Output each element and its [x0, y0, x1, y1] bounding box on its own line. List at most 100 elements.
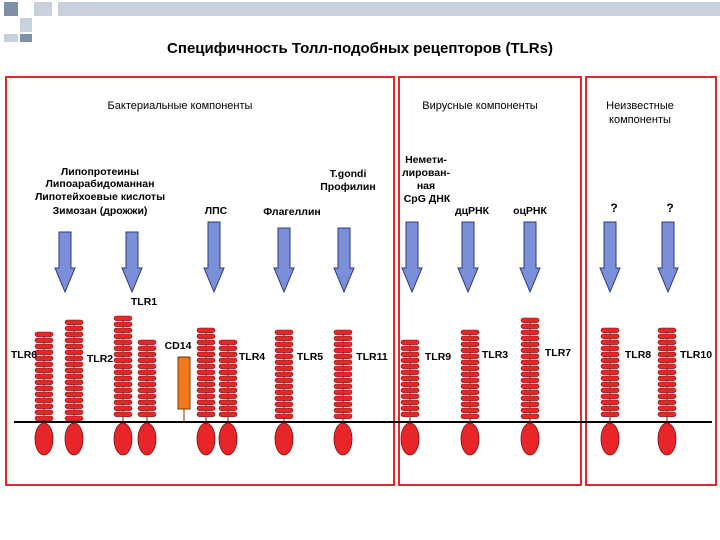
ligand-ssrna: оцРНК: [513, 205, 547, 217]
receptor-repeat: [137, 411, 157, 417]
receptor-repeat: [218, 393, 238, 399]
receptor-tir-domain: [520, 422, 540, 456]
receptor-repeat: [34, 409, 54, 415]
receptor-repeat: [218, 363, 238, 369]
receptor-repeat: [600, 375, 620, 381]
receptor-repeat: [274, 347, 294, 353]
receptor-repeat: [333, 395, 353, 401]
receptor-repeat: [333, 359, 353, 365]
receptor-repeat: [460, 377, 480, 383]
receptor-repeat: [274, 401, 294, 407]
receptor-repeat: [520, 407, 540, 413]
receptor-repeat: [460, 389, 480, 395]
receptor-label-tlr2: TLR2: [86, 353, 114, 365]
receptor-repeat: [64, 343, 84, 349]
receptor-repeat: [400, 381, 420, 387]
receptor-repeat: [218, 351, 238, 357]
receptor-repeat: [460, 413, 480, 419]
receptor-label-tlr5: TLR5: [296, 351, 324, 363]
receptor-repeat: [113, 327, 133, 333]
receptor-repeat: [113, 375, 133, 381]
ligand-cpg-line1: Немети-: [405, 154, 447, 166]
receptor-tir-domain: [137, 422, 157, 456]
receptor-tir-domain: [274, 422, 294, 456]
ligand-lipoproteins: Липопротеины: [60, 166, 140, 178]
receptor-repeat: [520, 377, 540, 383]
receptor-repeat: [113, 357, 133, 363]
receptor-repeat: [460, 383, 480, 389]
receptor-repeat: [520, 341, 540, 347]
bacterial-panel: [5, 76, 395, 486]
ligand-arrow: [519, 221, 541, 294]
ligand-arrow: [457, 221, 479, 294]
receptor-repeat: [333, 347, 353, 353]
receptor-repeat: [333, 365, 353, 371]
receptor-tir-domain: [64, 422, 84, 456]
receptor-repeat: [34, 385, 54, 391]
receptor-repeat: [218, 357, 238, 363]
receptor-repeat: [460, 359, 480, 365]
receptor-repeat: [274, 395, 294, 401]
receptor-repeat: [333, 353, 353, 359]
receptor-repeat: [34, 397, 54, 403]
receptor-repeat: [400, 375, 420, 381]
receptor-repeat: [34, 337, 54, 343]
receptor-repeat: [657, 375, 677, 381]
unknown-panel: [585, 76, 717, 486]
receptor-repeat: [400, 351, 420, 357]
decor-square: [4, 2, 18, 16]
receptor-repeat: [333, 329, 353, 335]
receptor-repeat: [333, 389, 353, 395]
receptor-repeat: [600, 381, 620, 387]
decor-square: [20, 18, 32, 32]
receptor-repeat: [333, 407, 353, 413]
receptor-label-tlr1: TLR1: [130, 296, 158, 308]
receptor-repeat: [400, 357, 420, 363]
ligand-arrow: [657, 221, 679, 294]
receptor-repeat: [196, 327, 216, 333]
receptor-repeat: [274, 389, 294, 395]
receptor-repeat: [113, 405, 133, 411]
receptor-repeat: [600, 411, 620, 417]
ligand-lps: ЛПС: [204, 205, 228, 217]
receptor-repeat: [137, 399, 157, 405]
receptor-repeat: [196, 393, 216, 399]
receptor-repeat: [196, 333, 216, 339]
receptor-repeat: [520, 371, 540, 377]
receptor-repeat: [274, 407, 294, 413]
receptor-repeat: [657, 345, 677, 351]
receptor-repeat: [137, 345, 157, 351]
receptor-label-tlr9: TLR9: [424, 351, 452, 363]
cd14-marker: [177, 356, 191, 410]
ligand-cpg-line4: CpG ДНК: [403, 193, 451, 205]
receptor-repeat: [113, 381, 133, 387]
receptor-repeat: [64, 355, 84, 361]
receptor-repeat: [196, 387, 216, 393]
receptor-repeat: [34, 373, 54, 379]
receptor-repeat: [113, 339, 133, 345]
receptor-repeat: [64, 385, 84, 391]
receptor-repeat: [657, 333, 677, 339]
receptor-repeat: [34, 403, 54, 409]
receptor-repeat: [460, 395, 480, 401]
receptor-repeat: [34, 343, 54, 349]
receptor-repeat: [113, 399, 133, 405]
receptor-repeat: [196, 345, 216, 351]
receptor-repeat: [196, 399, 216, 405]
receptor-repeat: [64, 319, 84, 325]
receptor-repeat: [34, 361, 54, 367]
ligand-zymosan: Зимозан (дрожжи): [52, 205, 148, 217]
receptor-repeat: [460, 335, 480, 341]
receptor-label-tlr6: TLR6: [10, 349, 38, 361]
receptor-tir-domain: [400, 422, 420, 456]
receptor-repeat: [520, 353, 540, 359]
receptor-repeat: [460, 365, 480, 371]
receptor-repeat: [600, 363, 620, 369]
receptor-repeat: [64, 415, 84, 421]
receptor-repeat: [34, 349, 54, 355]
receptor-repeat: [600, 387, 620, 393]
decor-square: [34, 2, 52, 16]
unknown-header-line1: Неизвестные: [606, 100, 674, 112]
receptor-repeat: [333, 377, 353, 383]
